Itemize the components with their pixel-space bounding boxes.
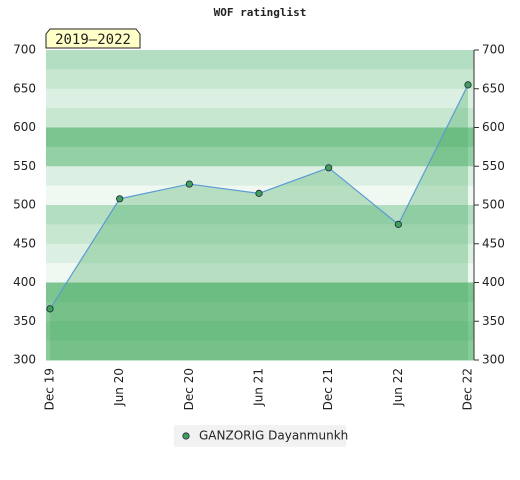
stripe [46,263,474,283]
x-tick-label: Jun 20 [112,368,126,407]
stripe [46,108,474,128]
marker [116,195,124,203]
y-tick-label: 550 [13,159,36,173]
x-tick-label: Dec 21 [321,368,335,410]
x-tick-label: Jun 22 [391,368,405,407]
annotation-box [45,28,141,49]
stripe [46,340,474,361]
y-tick-label: 650 [13,81,36,95]
y2-tick-label: 550 [482,159,505,173]
marker [325,164,333,172]
legend-box [174,425,346,447]
y2-tick-label: 700 [482,43,505,57]
y2-tick-label: 600 [482,120,505,134]
plot: 300 300 350 350 400 400 450 450 500 500 550 550 600 6… [13,28,505,447]
x-tick-label: Jun 21 [252,368,266,407]
y2-tick-label: 650 [482,81,505,95]
stripe [46,69,474,90]
stripe [46,301,474,322]
x-tick-label: Dec 20 [182,368,196,410]
y-tick-label: 600 [13,120,36,134]
stripe [46,127,474,148]
x-tick-label: Dec 22 [461,368,475,410]
stripe [46,282,474,303]
marker [46,305,54,313]
annotation: 2019–2022 [55,32,131,48]
area [50,84,468,360]
y-tick-label: 300 [13,353,36,367]
y2-tick-label: 500 [482,198,505,212]
y-tick-label: 500 [13,198,36,212]
stripe [46,243,474,264]
y2-tick-label: 400 [482,275,505,289]
plot-background [46,50,474,361]
stripe [46,88,474,109]
stripe [46,146,474,167]
y2-tick-label: 300 [482,353,505,367]
chart-title: WOF ratinglist [214,6,307,19]
stripe [46,166,474,187]
y2-tick-label: 350 [482,314,505,328]
marker [255,189,263,197]
x-tick-label: Dec 19 [43,368,57,410]
y-tick-label: 450 [13,236,36,250]
stripe [46,205,474,225]
legend-marker [182,432,190,440]
stripe [46,224,474,245]
y-tick-label: 400 [13,275,36,289]
y-tick-label: 700 [13,43,36,57]
y-tick-label: 350 [13,314,36,328]
stripe [46,321,474,342]
y2-tick-label: 450 [482,236,505,250]
legend-label: GANZORIG Dayanmunkh [199,429,348,443]
marker [394,220,402,228]
marker [464,81,472,89]
marker [185,180,193,188]
stripe [46,50,474,70]
